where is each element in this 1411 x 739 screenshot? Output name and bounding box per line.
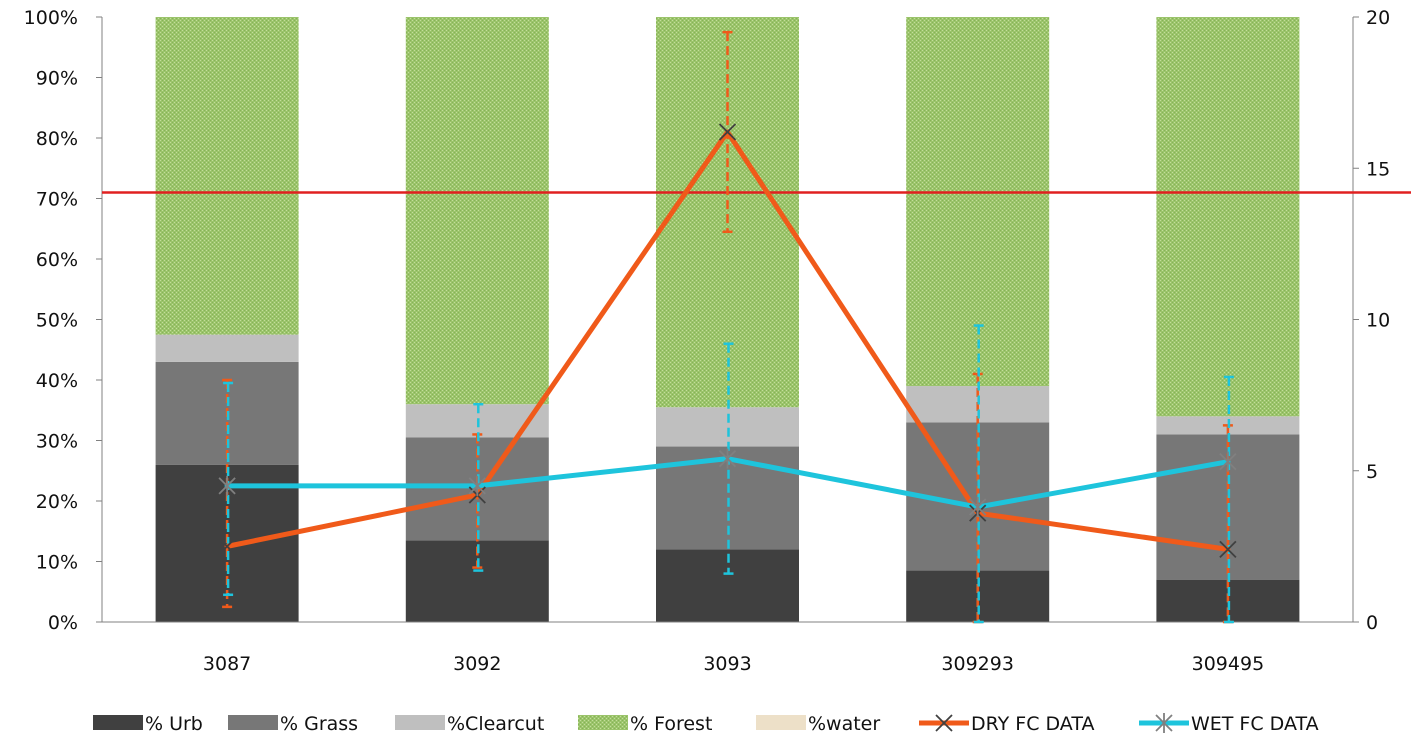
legend-swatch bbox=[228, 715, 278, 730]
marker-stroke bbox=[1219, 540, 1237, 559]
legend: % Urb % Grass %Clearcut % Forest %water DRY F… bbox=[93, 713, 1319, 735]
x-tick-label: 3093 bbox=[703, 653, 751, 675]
legend-label: WET FC DATA bbox=[1191, 713, 1319, 735]
point-marker bbox=[935, 714, 953, 732]
axes-layer: 0% 10% 20% 30% 40% 50% 60% 70% 80% 90% 100% 0 5 10 15 2… bbox=[24, 7, 1391, 675]
legend-label: DRY FC DATA bbox=[971, 713, 1094, 735]
point-marker bbox=[468, 475, 486, 496]
bar-segment bbox=[155, 17, 299, 335]
point-marker bbox=[718, 448, 737, 469]
marker-stroke bbox=[218, 537, 236, 556]
x-tick-label: 3087 bbox=[203, 653, 251, 675]
y-left-tick-label: 40% bbox=[36, 370, 78, 392]
legend-swatch bbox=[93, 715, 143, 730]
y-left-tick-label: 70% bbox=[36, 189, 78, 211]
y-left-tick-label: 30% bbox=[36, 431, 78, 453]
y-right-tick-label: 5 bbox=[1366, 461, 1378, 483]
legend-label: % Urb bbox=[145, 713, 203, 735]
legend-swatch bbox=[578, 715, 628, 730]
legend-swatch bbox=[395, 715, 445, 730]
y-left-tick-label: 60% bbox=[36, 249, 78, 271]
y-left-tick-label: 10% bbox=[36, 552, 78, 574]
x-tick-label: 309293 bbox=[941, 653, 1014, 675]
legend-label: % Forest bbox=[630, 713, 712, 735]
y-left-tick-label: 100% bbox=[24, 7, 78, 29]
marker-stroke bbox=[718, 123, 737, 141]
bar-segment bbox=[1156, 17, 1300, 417]
point-marker bbox=[1155, 713, 1173, 733]
marker-stroke bbox=[935, 714, 953, 732]
y-right-tick-label: 10 bbox=[1366, 310, 1390, 332]
y-left-tick-label: 90% bbox=[36, 68, 78, 90]
bar-segment bbox=[656, 407, 799, 447]
y-left-tick-label: 0% bbox=[48, 612, 78, 634]
point-marker bbox=[1219, 451, 1237, 472]
y-left-tick-label: 80% bbox=[36, 128, 78, 150]
point-marker bbox=[218, 475, 236, 496]
legend-label: %water bbox=[808, 713, 880, 735]
bar-segment bbox=[155, 334, 299, 362]
x-tick-label: 309495 bbox=[1192, 653, 1265, 675]
legend-label: %Clearcut bbox=[447, 713, 544, 735]
y-left-tick-label: 20% bbox=[36, 491, 78, 513]
marker-layer bbox=[218, 123, 1237, 559]
y-right-tick-label: 15 bbox=[1366, 158, 1390, 180]
point-marker bbox=[969, 497, 987, 518]
legend-swatch bbox=[756, 715, 806, 730]
point-marker bbox=[718, 123, 737, 141]
legend-label: % Grass bbox=[280, 713, 358, 735]
x-tick-label: 3092 bbox=[453, 653, 501, 675]
point-marker bbox=[218, 537, 236, 556]
y-right-tick-label: 0 bbox=[1366, 612, 1378, 634]
point-marker bbox=[1219, 540, 1237, 559]
y-right-tick-label: 20 bbox=[1366, 7, 1390, 29]
bar-segment bbox=[405, 17, 549, 405]
y-left-tick-label: 50% bbox=[36, 310, 78, 332]
